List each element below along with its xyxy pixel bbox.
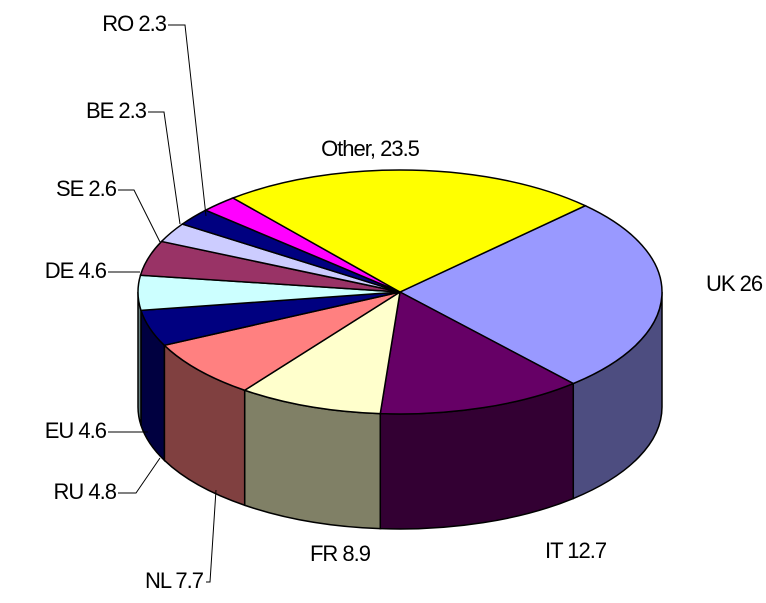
slice <box>398 204 663 385</box>
leader-line <box>118 457 161 494</box>
leader-line <box>148 111 181 225</box>
slice <box>242 290 402 415</box>
data-label: RO 2.3 <box>102 11 166 36</box>
data-label: DE 4.6 <box>45 258 107 283</box>
data-label: UK 26 <box>706 271 763 296</box>
leader-line <box>118 189 161 243</box>
data-label: RU 4.8 <box>54 479 117 504</box>
slice-side <box>137 291 142 426</box>
data-label: SE 2.6 <box>56 176 117 201</box>
data-label: IT 12.7 <box>545 538 607 563</box>
data-label: Other, 23.5 <box>321 136 420 161</box>
data-label: FR 8.9 <box>310 541 371 566</box>
leader-line <box>206 489 217 583</box>
data-label: EU 4.6 <box>45 418 107 443</box>
data-label: NL 7.7 <box>145 568 204 593</box>
slice <box>231 169 588 293</box>
slice <box>162 291 401 392</box>
data-label: BE 2.3 <box>86 98 147 123</box>
leader-line <box>168 24 207 217</box>
slice <box>379 290 576 415</box>
